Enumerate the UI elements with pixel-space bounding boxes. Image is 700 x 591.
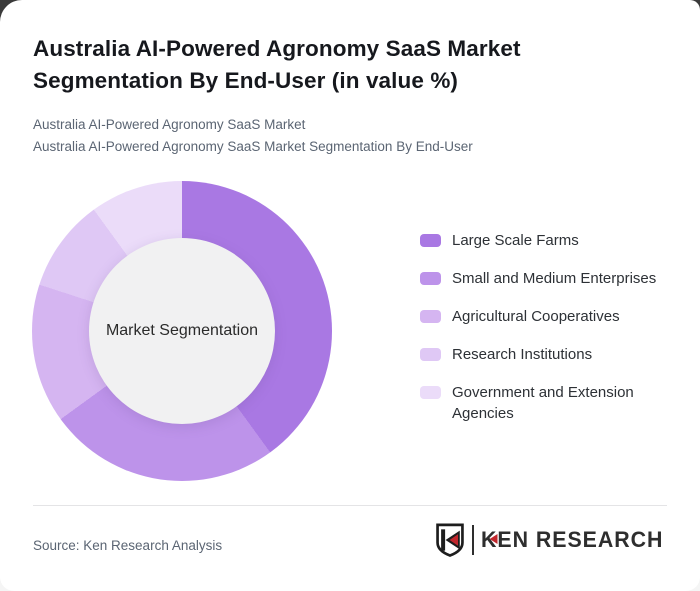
donut-center: Market Segmentation: [89, 238, 275, 424]
legend-item: Small and Medium Enterprises: [420, 268, 664, 289]
chart-legend: Large Scale Farms Small and Medium Enter…: [420, 230, 664, 424]
legend-label: Research Institutions: [452, 346, 593, 363]
legend-label: Large Scale Farms: [452, 232, 579, 249]
logo-wordmark-rest: EN RESEARCH: [497, 527, 664, 552]
subtitle-line-2: Australia AI-Powered Agronomy SaaS Marke…: [33, 139, 473, 154]
legend-swatch: [420, 386, 441, 399]
logo-k-glyph: K: [480, 527, 498, 552]
source-note: Source: Ken Research Analysis: [33, 538, 223, 553]
legend-item: Government and Extension Agencies: [420, 382, 664, 424]
legend-label: Government and Extension Agencies: [452, 384, 634, 422]
logo-red-triangle-icon: [489, 534, 498, 544]
ken-research-logo: K EN RESEARCH: [434, 522, 669, 558]
footer-divider: [33, 505, 667, 506]
legend-swatch: [420, 348, 441, 361]
legend-item: Large Scale Farms: [420, 230, 664, 251]
legend-swatch: [420, 272, 441, 285]
ken-research-shield-icon: [436, 523, 464, 557]
legend-item: Research Institutions: [420, 344, 664, 365]
logo-separator: [471, 525, 474, 555]
legend-swatch: [420, 234, 441, 247]
page-title: Australia AI-Powered Agronomy SaaS Marke…: [33, 36, 521, 93]
logo-wordmark: K EN RESEARCH: [481, 527, 663, 553]
subtitle-line-1: Australia AI-Powered Agronomy SaaS Marke…: [33, 117, 306, 132]
donut-chart: Market Segmentation: [32, 181, 332, 481]
legend-label: Small and Medium Enterprises: [452, 270, 657, 287]
chart-subtitles: Australia AI-Powered Agronomy SaaS Marke…: [33, 114, 473, 158]
donut-center-label: Market Segmentation: [105, 322, 259, 339]
legend-swatch: [420, 310, 441, 323]
legend-item: Agricultural Cooperatives: [420, 306, 664, 327]
logo-k-letter: K: [480, 527, 498, 553]
legend-label: Agricultural Cooperatives: [452, 308, 620, 325]
